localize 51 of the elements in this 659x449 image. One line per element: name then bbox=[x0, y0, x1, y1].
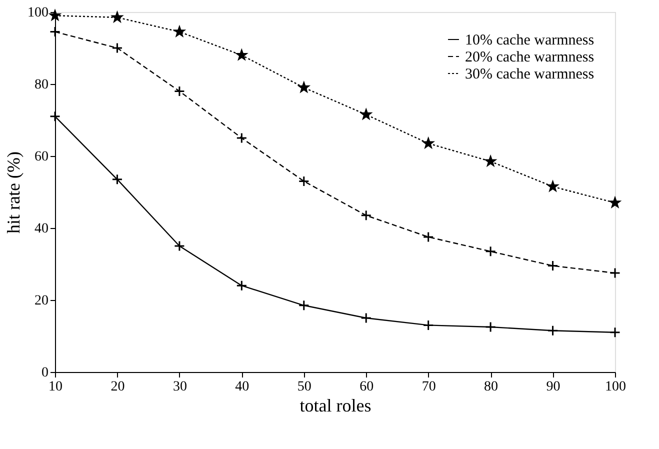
x-tick-label: 10 bbox=[48, 380, 62, 394]
point bbox=[360, 312, 372, 324]
legend-label: 20% cache warmness bbox=[465, 50, 594, 66]
point bbox=[610, 197, 620, 208]
point bbox=[547, 325, 558, 336]
y-tick-label: 80 bbox=[34, 78, 48, 92]
point bbox=[112, 42, 123, 54]
x-tick-label: 30 bbox=[172, 380, 187, 394]
point bbox=[360, 210, 372, 221]
point bbox=[50, 26, 60, 38]
point bbox=[485, 156, 496, 166]
point bbox=[174, 240, 185, 252]
point bbox=[112, 12, 122, 22]
y-tick-label: 100 bbox=[28, 6, 48, 20]
point bbox=[422, 232, 434, 242]
x-tick-label: 100 bbox=[605, 380, 626, 394]
point bbox=[236, 132, 248, 144]
x-axis-title: total roles bbox=[300, 396, 372, 416]
point bbox=[422, 320, 434, 331]
point bbox=[174, 86, 185, 97]
legend-label: 30% cache warmness bbox=[465, 66, 594, 82]
point bbox=[360, 109, 372, 120]
point bbox=[298, 176, 310, 187]
x-tick-label: 20 bbox=[110, 380, 125, 394]
point bbox=[236, 50, 247, 60]
y-tick-label: 20 bbox=[34, 294, 48, 308]
legend-label: 10% cache warmness bbox=[465, 32, 594, 48]
point bbox=[610, 326, 620, 338]
point bbox=[50, 110, 60, 122]
x-tick-label: 90 bbox=[546, 380, 560, 394]
point bbox=[298, 82, 310, 92]
point bbox=[298, 300, 310, 311]
x-tick-label: 60 bbox=[360, 380, 374, 394]
point bbox=[485, 322, 496, 332]
x-tick-label: 80 bbox=[484, 380, 498, 394]
point bbox=[50, 10, 60, 20]
x-tick-label: 70 bbox=[422, 380, 436, 394]
point bbox=[485, 246, 496, 257]
point bbox=[174, 26, 185, 36]
x-tick-label: 50 bbox=[297, 380, 312, 394]
point bbox=[423, 138, 434, 148]
point bbox=[610, 268, 620, 278]
x-tick-label: 40 bbox=[235, 380, 250, 394]
point bbox=[112, 174, 123, 185]
y-tick-label: 60 bbox=[34, 150, 48, 164]
y-tick-label: 40 bbox=[34, 222, 48, 236]
point bbox=[548, 181, 558, 192]
point bbox=[236, 280, 248, 292]
y-tick-label: 0 bbox=[42, 366, 48, 380]
y-axis-title: hit rate (%) bbox=[4, 152, 24, 234]
point bbox=[547, 260, 558, 272]
